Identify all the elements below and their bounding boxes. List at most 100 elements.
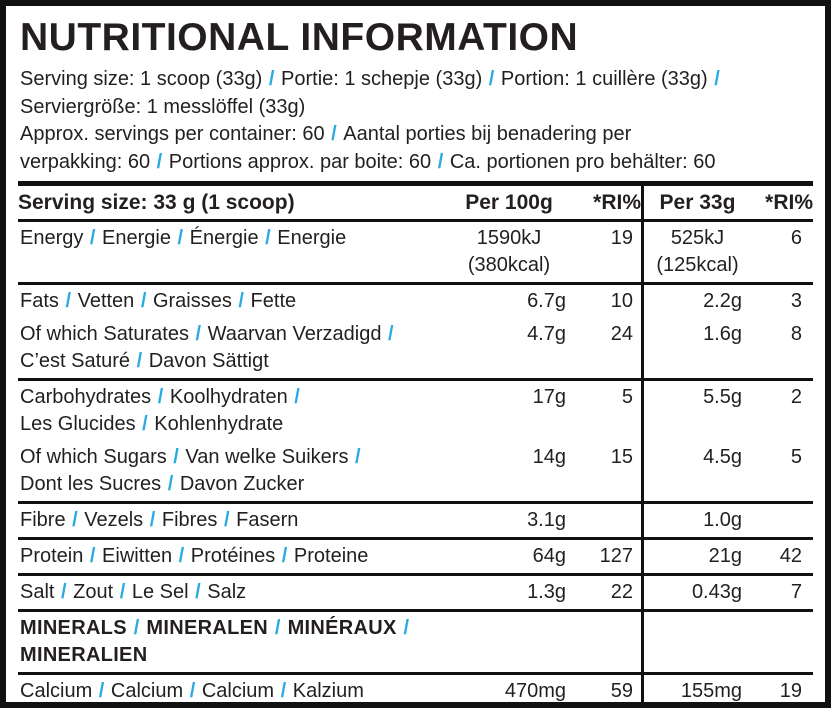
value-per100g: 3.1g [527, 509, 566, 531]
label-line: C’est Saturé / Davon Sättigt [20, 350, 269, 372]
slash-separator: / [151, 150, 168, 173]
slash-separator: / [167, 446, 185, 468]
table-row-salt: Salt / Zout / Le Sel / Salz 1.3g 22 0.43… [18, 576, 813, 612]
column-header-serving-size: Serving size: 33 g (1 scoop) [18, 191, 295, 214]
slash-separator: / [275, 680, 292, 702]
label-line: Of which Sugars / Van welke Suikers / [20, 446, 361, 468]
slash-separator: / [263, 68, 281, 90]
value-per33g: 5.5g [641, 381, 751, 441]
row-group: Of which Saturates / Waarvan Verzadigd /… [18, 318, 813, 378]
slash-separator: / [432, 150, 449, 173]
slash-separator: / [84, 545, 102, 567]
row-group: Salt / Zout / Le Sel / Salz 1.3g 22 0.43… [18, 576, 813, 609]
value-ri33: 19 [779, 680, 802, 702]
slash-separator: / [189, 581, 207, 603]
slash-separator: / [397, 617, 410, 639]
value-ri100: 15 [610, 446, 633, 468]
slash-separator: / [127, 617, 146, 639]
slash-separator: / [93, 680, 110, 702]
value-per100g: 470mg [504, 680, 566, 702]
column-header-ri100: *RI% [593, 191, 641, 214]
row-group: Protein / Eiwitten / Protéines / Protein… [18, 540, 813, 573]
table-row-carbohydrates: Carbohydrates / Koolhydraten / Les Gluci… [18, 381, 813, 504]
slash-separator: / [162, 473, 179, 495]
slash-separator: / [135, 290, 152, 312]
column-header-per33g: Per 33g [641, 186, 751, 219]
value-ri33: 2 [790, 386, 802, 408]
value-per100g: 6.7g [527, 290, 566, 312]
value-per100g: 1.3g [527, 581, 566, 603]
slash-separator: / [288, 386, 300, 408]
slash-separator: / [171, 227, 189, 249]
slash-separator: / [131, 350, 148, 372]
value-ri100 [576, 504, 641, 537]
value-ri33: 42 [779, 545, 802, 567]
value-per100g: 4.7g [527, 323, 566, 345]
value-per33g: 1.0g [641, 504, 751, 537]
row-group: Fibre / Vezels / Fibres / Fasern 3.1g 1.… [18, 504, 813, 537]
serving-size-line: Serviergröße: 1 messlöffel (33g) [20, 95, 306, 118]
value-ri33: 3 [790, 290, 802, 312]
slash-separator: / [152, 386, 169, 408]
slash-separator: / [66, 509, 84, 531]
value-per33g: 525kJ (125kcal) [641, 222, 751, 282]
value-ri33 [751, 612, 813, 672]
table-row-fats: Fats / Vetten / Graisses / Fette 6.7g 10… [18, 285, 813, 381]
label-line: Energy / Energie / Énergie / Energie [20, 227, 347, 249]
value-per100g: 64g [532, 545, 566, 567]
slash-separator: / [483, 68, 500, 90]
value-per100g: 1590kJ (380kcal) [467, 227, 551, 276]
label-line: Carbohydrates / Koolhydraten / [20, 386, 300, 408]
value-ri100 [576, 612, 641, 672]
slash-separator: / [276, 545, 293, 567]
slash-separator: / [218, 509, 236, 531]
nutrient-label: Energy / Energie / Énergie / Energie [18, 222, 442, 282]
serving-info: Serving size: 1 scoop (33g) / Portie: 1 … [20, 66, 813, 176]
table-row-fibre: Fibre / Vezels / Fibres / Fasern 3.1g 1.… [18, 504, 813, 540]
label-line: Fibre / Vezels / Fibres / Fasern [20, 509, 299, 531]
slash-separator: / [189, 323, 207, 345]
value-per100g: 14g [532, 446, 566, 468]
value-per33g: 21g [641, 540, 751, 573]
value-ri100: 10 [610, 290, 633, 312]
slash-separator: / [114, 581, 131, 603]
slash-separator: / [325, 123, 343, 145]
serving-size-line: Serving size: 1 scoop (33g) / Portie: 1 … [20, 68, 720, 90]
nutrient-label: Salt / Zout / Le Sel / Salz [18, 576, 442, 609]
value-ri100: 59 [610, 680, 633, 702]
slash-separator: / [349, 446, 361, 468]
nutrient-label: Fibre / Vezels / Fibres / Fasern [18, 504, 442, 537]
slash-separator: / [144, 509, 161, 531]
value-ri100: 127 [599, 545, 633, 567]
label-line: MINERALS / MINERALEN / MINÉRAUX / MINERA… [20, 617, 410, 666]
nutrient-label: Calcium / Calcium / Calcium / Kalzium [18, 675, 442, 702]
value-ri100: 5 [621, 386, 633, 408]
nutrient-label: Of which Sugars / Van welke Suikers / Do… [18, 441, 442, 501]
row-group: Of which Sugars / Van welke Suikers / Do… [18, 441, 813, 501]
nutrient-label: Carbohydrates / Koolhydraten / Les Gluci… [18, 381, 442, 441]
table-row-calcium: Calcium / Calcium / Calcium / Kalzium 47… [18, 675, 813, 702]
nutrient-label: Protein / Eiwitten / Protéines / Protein… [18, 540, 442, 573]
row-group: Calcium / Calcium / Calcium / Kalzium 47… [18, 675, 813, 702]
value-ri33 [751, 504, 813, 537]
label-line: Dont les Sucres / Davon Zucker [20, 473, 305, 495]
column-header-ri33: *RI% [765, 191, 813, 214]
value-ri100: 19 [610, 227, 633, 249]
slash-separator: / [173, 545, 190, 567]
label-line: Of which Saturates / Waarvan Verzadigd / [20, 323, 394, 345]
slash-separator: / [59, 290, 77, 312]
value-ri100: 24 [610, 323, 633, 345]
nutrition-table: Serving size: 33 g (1 scoop) Per 100g *R… [18, 181, 813, 702]
table-row-protein: Protein / Eiwitten / Protéines / Protein… [18, 540, 813, 576]
row-group: Fats / Vetten / Graisses / Fette 6.7g 10… [18, 285, 813, 318]
page-title: NUTRITIONAL INFORMATION [20, 16, 579, 59]
section-header-label: MINERALS / MINERALEN / MINÉRAUX / MINERA… [18, 612, 442, 672]
value-per33g: 155mg [641, 675, 751, 702]
value-per33g [641, 612, 751, 672]
slash-separator: / [382, 323, 394, 345]
value-per100g [442, 612, 576, 672]
value-ri33: 8 [790, 323, 802, 345]
slash-separator: / [55, 581, 73, 603]
table-row-minerals-header: MINERALS / MINERALEN / MINÉRAUX / MINERA… [18, 612, 813, 675]
slash-separator: / [708, 68, 720, 90]
